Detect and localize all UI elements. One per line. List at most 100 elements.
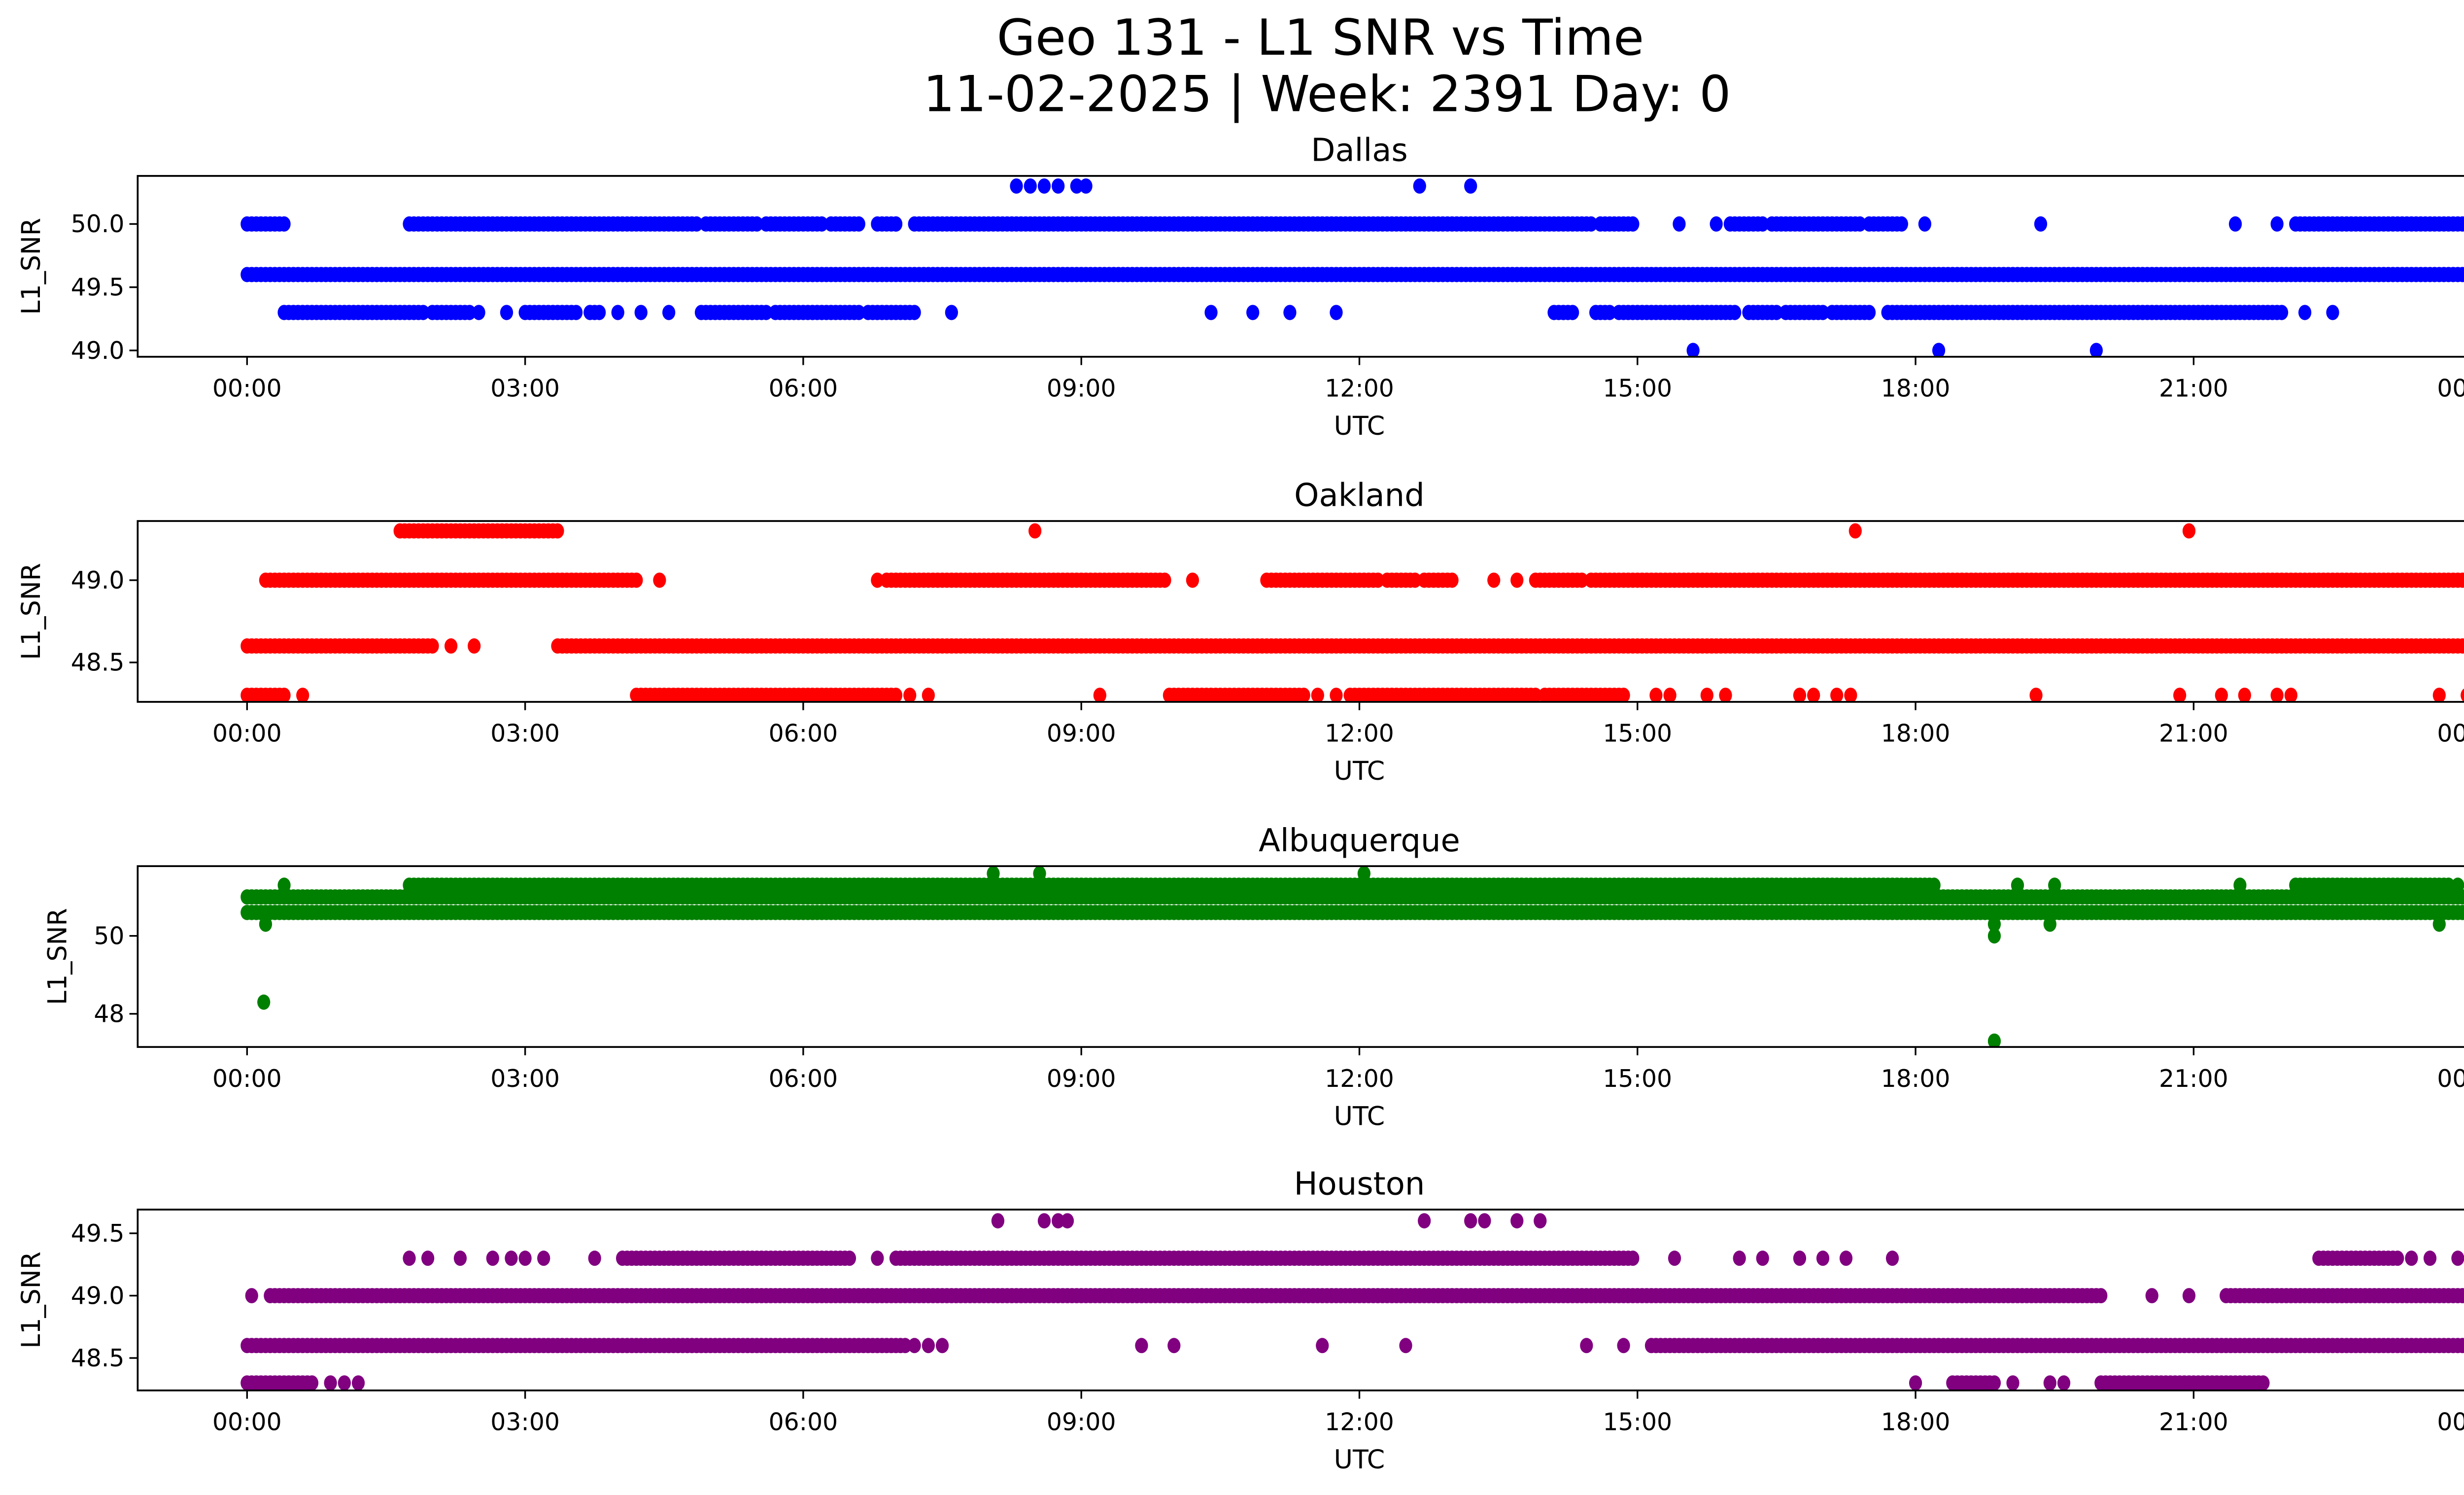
data-point: [277, 216, 291, 232]
data-point: [2057, 1375, 2071, 1391]
data-point: [1399, 1338, 1412, 1354]
data-point: [2461, 573, 2464, 587]
axes-frame: [137, 175, 2464, 358]
x-tick-label: 09:00: [1047, 1408, 1116, 1436]
data-point: [1464, 1213, 1477, 1229]
data-point: [1853, 216, 1867, 232]
data-point: [305, 1375, 319, 1391]
x-tick-label: 09:00: [1047, 1065, 1116, 1093]
data-point: [403, 1251, 416, 1266]
x-tick-label: 00:00: [2437, 720, 2464, 748]
data-point: [2451, 877, 2464, 893]
data-point: [1445, 572, 1459, 588]
data-point: [1885, 1251, 1899, 1266]
x-axis-label: UTC: [1334, 757, 1385, 786]
x-tick-label: 15:00: [1603, 1065, 1672, 1093]
data-point: [2432, 916, 2446, 932]
data-point: [1093, 688, 1106, 702]
data-point: [1673, 216, 1686, 232]
data-point: [2034, 216, 2048, 232]
x-tick-label: 09:00: [1047, 375, 1116, 403]
x-tick-label: 12:00: [1325, 1065, 1394, 1093]
data-point: [1028, 523, 1042, 539]
data-point: [1283, 305, 1297, 320]
data-point: [1862, 305, 1876, 320]
data-point: [2173, 688, 2187, 702]
data-point: [2423, 1251, 2437, 1266]
data-point: [296, 688, 309, 702]
x-tick-label: 06:00: [769, 375, 838, 403]
data-point: [1037, 1213, 1051, 1229]
data-point: [2238, 688, 2251, 702]
data-point: [922, 688, 935, 702]
data-point: [922, 1338, 935, 1354]
data-point: [351, 1375, 365, 1391]
x-tick-label: 00:00: [2437, 1408, 2464, 1436]
data-point: [1848, 523, 1862, 539]
data-point: [2145, 1288, 2158, 1304]
data-point: [1330, 305, 1343, 320]
x-tick-label: 00:00: [212, 375, 282, 403]
data-point: [1158, 572, 1171, 588]
data-point: [2432, 688, 2446, 702]
x-tick-label: 21:00: [2159, 375, 2228, 403]
data-point: [908, 305, 921, 320]
data-point: [1733, 1251, 1746, 1266]
x-tick-label: 03:00: [490, 720, 560, 748]
data-point: [2298, 305, 2312, 320]
data-point: [1700, 688, 1713, 702]
data-point: [1357, 866, 1371, 881]
data-point: [1052, 1213, 1065, 1229]
data-point: [2182, 1288, 2196, 1304]
x-axis-label: UTC: [1334, 1445, 1385, 1475]
data-point: [2461, 905, 2464, 919]
data-point: [759, 305, 773, 320]
data-point: [1487, 572, 1501, 588]
data-point: [569, 305, 583, 320]
data-point: [1478, 1213, 1491, 1229]
scatter-series: [240, 866, 2464, 1047]
data-point: [2089, 343, 2103, 357]
y-axis-label: L1_SNR: [17, 563, 46, 660]
data-point: [1052, 178, 1065, 194]
data-point: [426, 638, 439, 654]
data-point: [2451, 1251, 2464, 1266]
data-point: [987, 866, 1000, 881]
data-point: [1617, 688, 1630, 702]
data-point: [2326, 305, 2339, 320]
data-point: [1311, 688, 1324, 702]
data-point: [889, 216, 903, 232]
data-point: [1024, 178, 1037, 194]
data-point: [1987, 916, 2001, 932]
data-point: [991, 1213, 1005, 1229]
chart-subtitle: 11-02-2025 | Week: 2391 Day: 0: [923, 65, 1731, 124]
data-point: [1987, 928, 2001, 944]
data-point: [889, 688, 903, 702]
data-point: [852, 216, 865, 232]
data-point: [1246, 305, 1260, 320]
data-point: [1033, 866, 1046, 881]
data-point: [1575, 572, 1589, 588]
data-point: [871, 1251, 884, 1266]
data-point: [2461, 1288, 2464, 1303]
x-tick-label: 12:00: [1325, 1408, 1394, 1436]
data-point: [445, 638, 458, 654]
data-point: [338, 1375, 351, 1391]
data-point: [1710, 216, 1723, 232]
data-point: [1603, 305, 1616, 320]
y-tick-label: 49.0: [71, 1282, 125, 1310]
data-point: [1987, 1375, 2001, 1391]
x-tick-label: 12:00: [1325, 375, 1394, 403]
data-point: [1418, 1213, 1431, 1229]
data-point: [1816, 305, 1830, 320]
data-point: [2029, 688, 2043, 702]
data-point: [1839, 1251, 1853, 1266]
data-point: [1719, 688, 1732, 702]
data-point: [1186, 572, 1199, 588]
data-point: [2461, 1339, 2464, 1353]
data-point: [2233, 877, 2247, 893]
data-point: [2228, 216, 2242, 232]
